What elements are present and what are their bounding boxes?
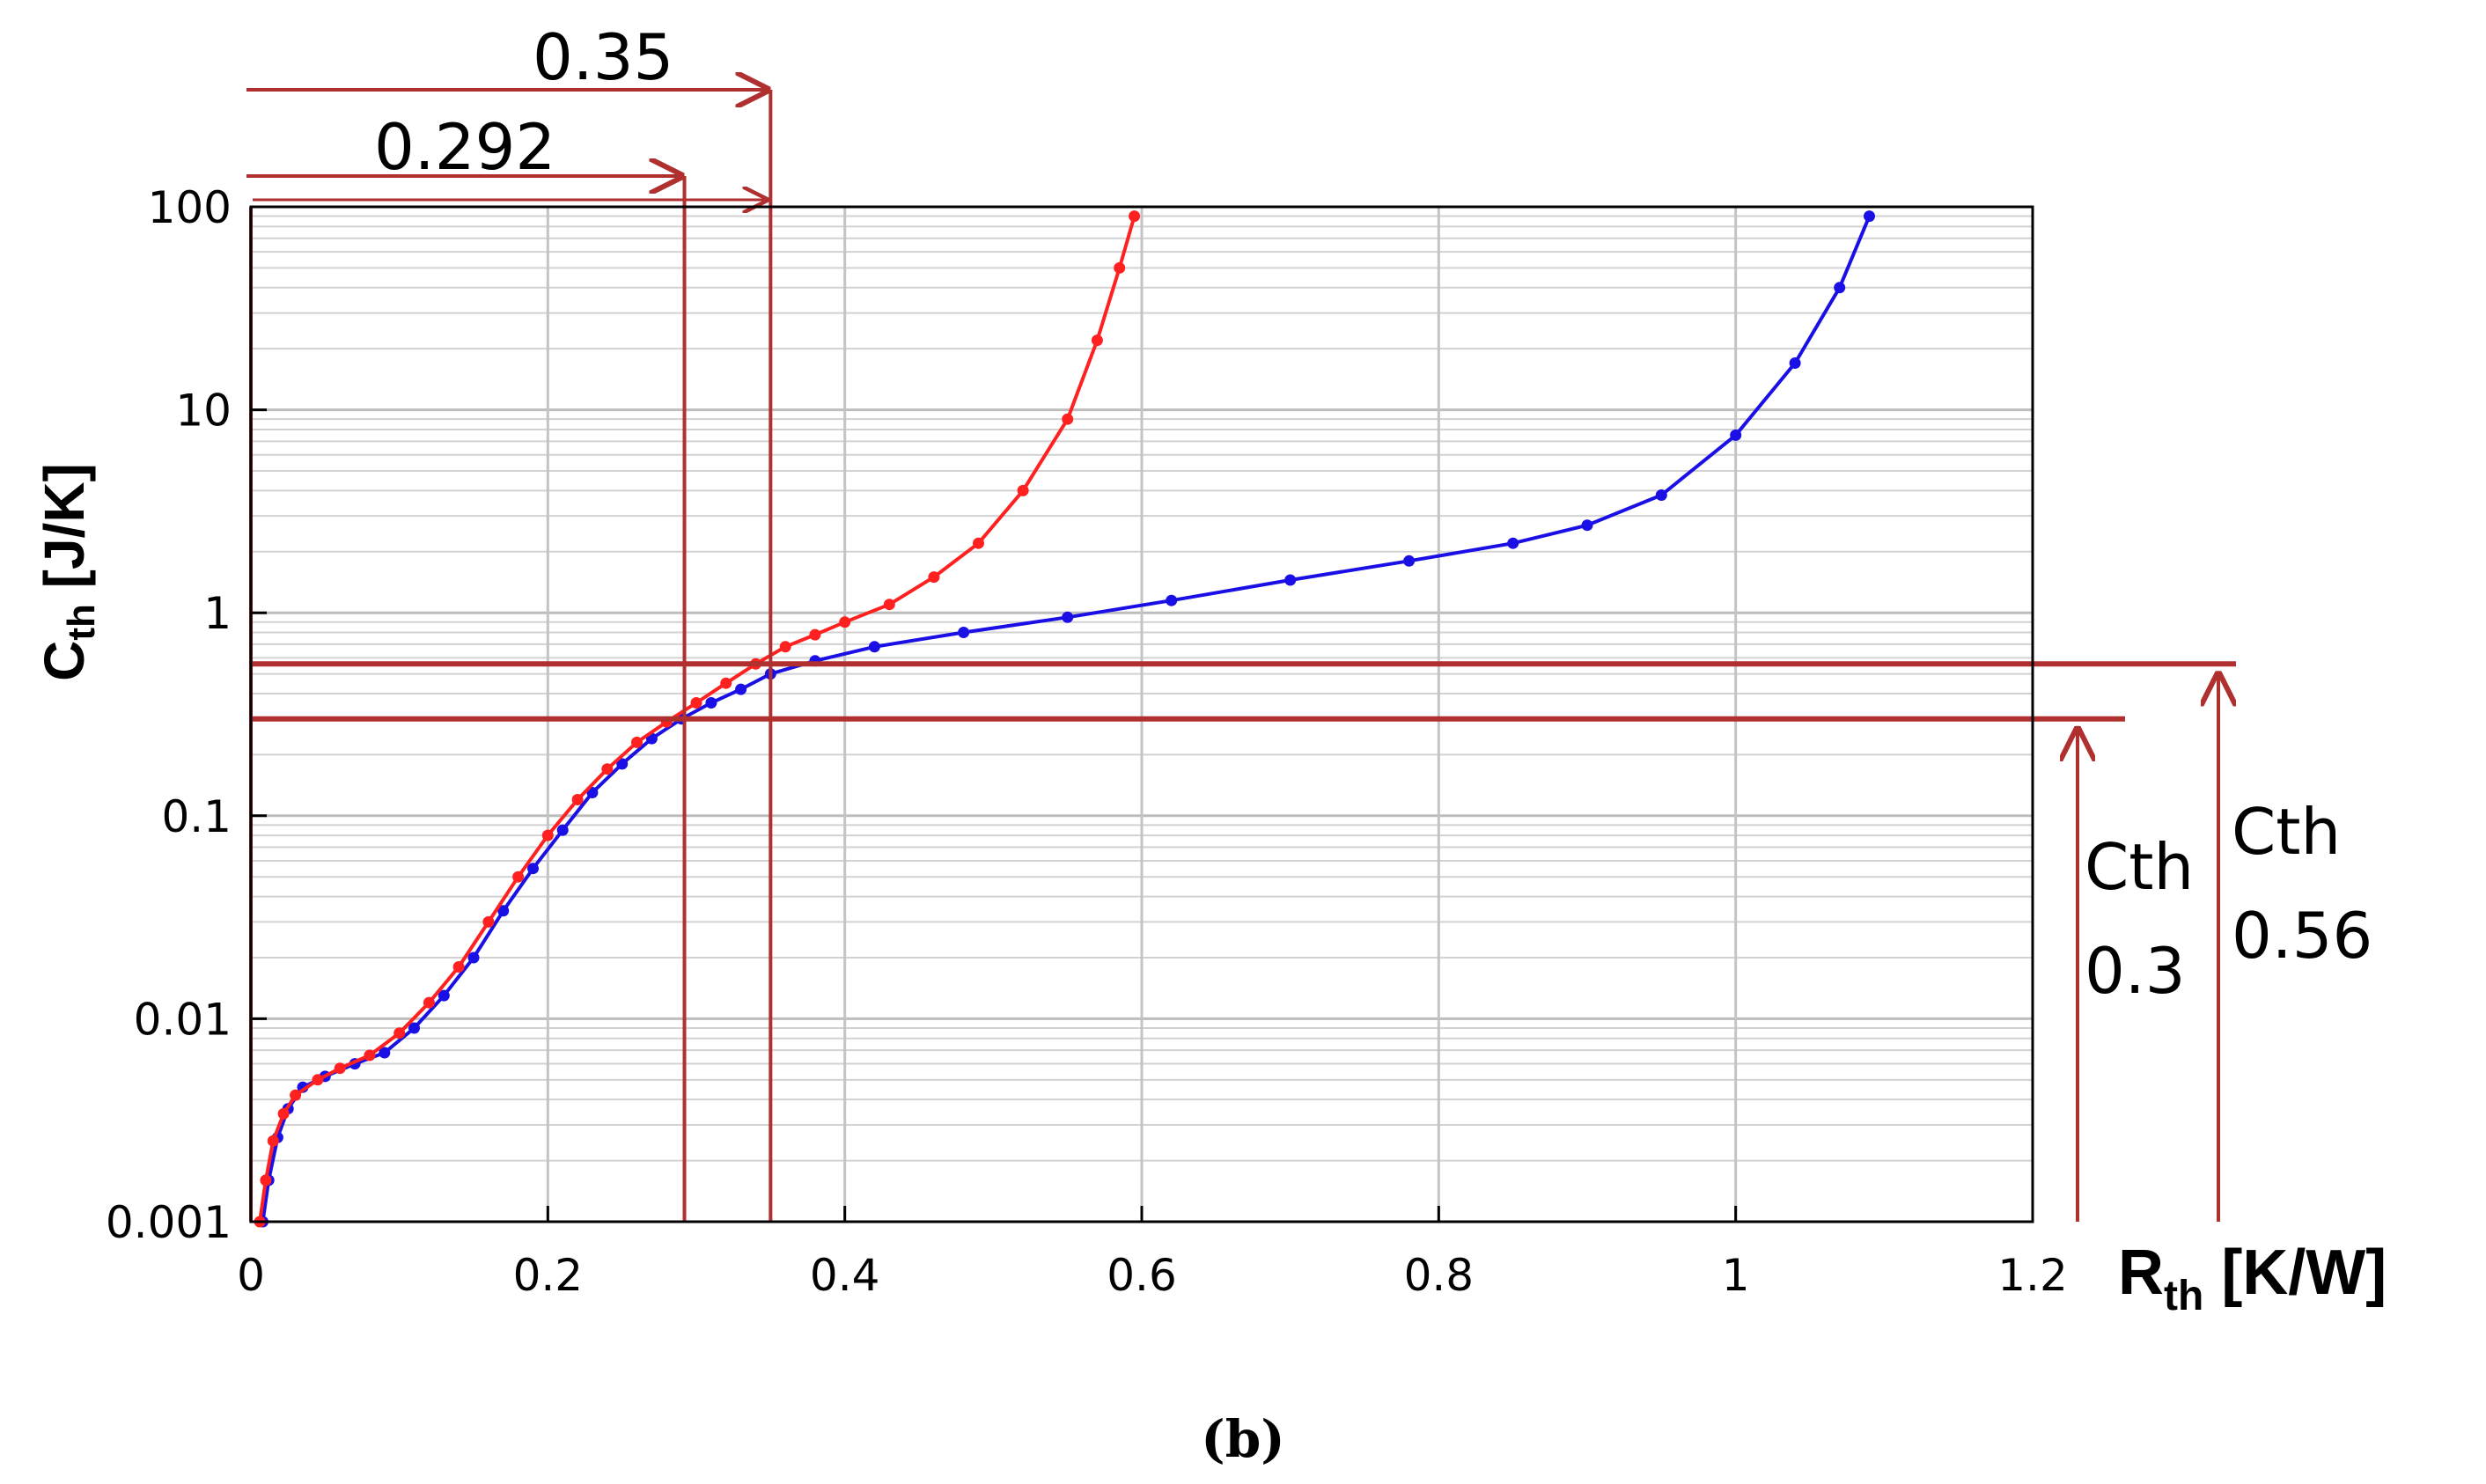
series-2-point: [1114, 261, 1126, 274]
annotation-label-0-292: 0.292: [374, 110, 555, 184]
series-2-point: [1129, 210, 1141, 223]
x-tick-label: 0.6: [1107, 1250, 1177, 1301]
annotation-cth-03-value: 0.3: [2085, 934, 2186, 1008]
series-1-point: [408, 1022, 420, 1034]
series-2-point: [1091, 334, 1103, 347]
series-2-point: [277, 1107, 290, 1120]
series-1-point: [1403, 555, 1416, 567]
figure-caption: (b): [1201, 1409, 1284, 1469]
series-1-point: [556, 824, 569, 836]
series-2-point: [393, 1027, 406, 1040]
series-2-point: [334, 1062, 346, 1075]
series-1-point: [1655, 489, 1667, 501]
series-2-point: [312, 1074, 324, 1086]
series-1-point: [527, 863, 539, 875]
series-1-point: [958, 627, 970, 638]
series-2-point: [541, 829, 554, 841]
series-1-point: [1507, 537, 1519, 549]
series-1-point: [735, 683, 747, 695]
x-tick-label: 0.8: [1404, 1250, 1475, 1301]
series-2-point: [452, 961, 465, 973]
series-2-point: [839, 616, 851, 628]
series-1-point: [379, 1047, 391, 1059]
series-1-point: [1166, 594, 1178, 606]
series-1-point: [1730, 429, 1742, 441]
x-axis-label-main: R: [2118, 1238, 2164, 1308]
y-tick-label: 0.001: [106, 1197, 232, 1248]
series-1-point: [438, 989, 450, 1002]
series-2-point: [290, 1089, 302, 1101]
y-tick-label: 100: [148, 182, 232, 233]
series-2-point: [690, 697, 702, 709]
series-1-point: [1581, 519, 1593, 532]
y-axis-label-sub: th: [60, 604, 103, 641]
series-1-point: [1284, 574, 1297, 586]
y-tick-label: 0.1: [161, 791, 232, 842]
grid: [249, 207, 2034, 1223]
annotation-label-0-35: 0.35: [533, 20, 673, 94]
y-tick-label: 0.01: [134, 994, 232, 1045]
annotation-layer: [246, 90, 2236, 1222]
x-tick-label: 0.4: [810, 1250, 880, 1301]
annotation-cth-03-title: Cth: [2085, 830, 2194, 904]
series-2-point: [779, 641, 791, 653]
series-2-point: [928, 571, 940, 584]
series-1-point: [1062, 611, 1074, 623]
series-2-point: [571, 794, 584, 805]
x-tick-label: 0.2: [513, 1250, 584, 1301]
y-axis-label-main: C: [33, 641, 96, 681]
series-1-point: [868, 641, 880, 653]
series-1-point: [1789, 357, 1801, 369]
series-1-point: [497, 905, 510, 917]
series-2-point: [364, 1049, 376, 1062]
series-2-point: [601, 763, 614, 775]
series-2-point: [267, 1135, 279, 1147]
series-2-point: [1017, 484, 1029, 496]
series-2-point: [973, 537, 984, 549]
series-2-point: [512, 871, 525, 883]
x-tick-label: 0: [237, 1250, 265, 1301]
annotation-cth-056-value: 0.56: [2232, 899, 2372, 973]
series-2-point: [809, 628, 821, 641]
series-2-point: [631, 736, 643, 748]
x-axis-label-sub: th: [2164, 1273, 2203, 1319]
tick-labels: 0 0.2 0.4 0.6 0.8 1 1.2 0.001 0.01 0.1 1 10 100: [106, 182, 2068, 1301]
series-1-point: [1834, 282, 1846, 294]
y-axis-label-unit: [J/K]: [33, 463, 96, 588]
series-1-point: [616, 758, 629, 770]
series-1-point: [1864, 210, 1875, 223]
annotation-cth-056-title: Cth: [2232, 795, 2341, 869]
y-tick-label: 10: [175, 386, 232, 437]
series-1-point: [467, 951, 480, 964]
x-axis-label-unit: [K/W]: [2221, 1238, 2387, 1308]
y-axis-label: Cth [J/K]: [33, 463, 103, 681]
series-layer: [254, 210, 1875, 1228]
x-axis-label: Rth [K/W]: [2118, 1238, 2387, 1319]
x-tick-label: 1.2: [1997, 1250, 2068, 1301]
series-2-point: [482, 915, 495, 928]
x-tick-label: 1: [1722, 1250, 1750, 1301]
series-2-point: [883, 599, 895, 611]
y-axis-label-space: [33, 588, 96, 604]
series-1-point: [705, 697, 717, 709]
y-tick-label: 1: [203, 588, 232, 639]
x-axis-label-space: [2203, 1238, 2221, 1308]
series-2-point: [260, 1174, 272, 1186]
series-2-point: [720, 677, 732, 689]
series-2-point: [1062, 413, 1074, 425]
series-2-point: [423, 996, 435, 1009]
